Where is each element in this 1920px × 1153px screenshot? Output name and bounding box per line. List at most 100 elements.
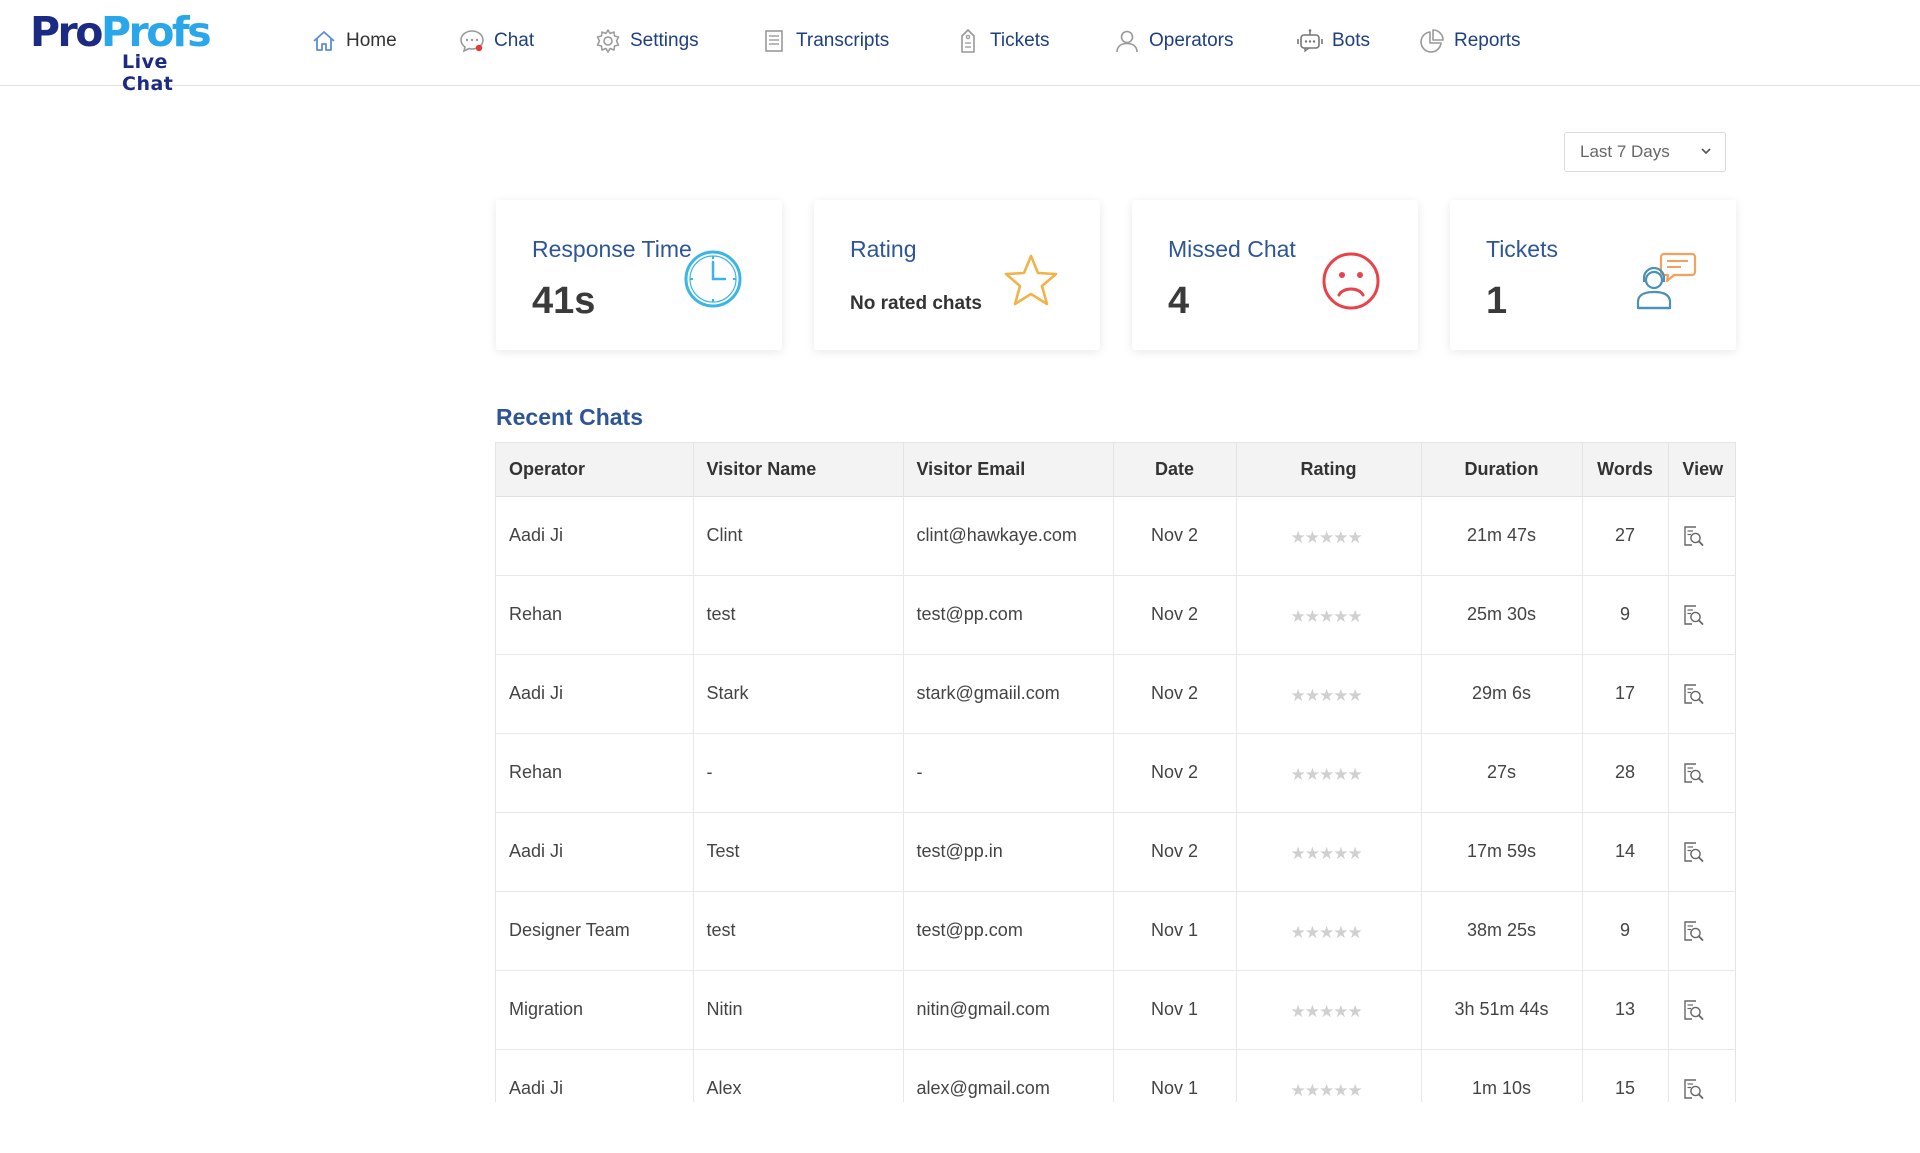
cell-words: 9 xyxy=(1582,575,1669,655)
column-header-words[interactable]: Words xyxy=(1582,443,1669,497)
table-row[interactable]: Migration Nitin nitin@gmail.com Nov 1 ★★★★★ 3… xyxy=(496,970,1735,1050)
nav-bots-label: Bots xyxy=(1332,30,1371,51)
view-transcript-icon[interactable] xyxy=(1682,841,1704,863)
cell-visitor-name: test xyxy=(693,575,904,655)
bot-icon xyxy=(1297,29,1323,53)
nav-chat-label: Chat xyxy=(494,30,535,51)
table-row[interactable]: Aadi Ji Alex alex@gmail.com Nov 1 ★★★★★ 1m 10… xyxy=(496,1049,1735,1102)
cell-words: 27 xyxy=(1582,496,1669,576)
table-row[interactable]: Aadi Ji Stark stark@gmaiil.com Nov 2 ★★★★★ 29… xyxy=(496,654,1735,734)
cell-rating: ★★★★★ xyxy=(1236,970,1422,1050)
cell-visitor-name: - xyxy=(693,733,904,813)
cell-date: Nov 2 xyxy=(1113,496,1237,576)
table-row[interactable]: Rehan - - Nov 2 ★★★★★ 27s 28 xyxy=(496,733,1735,813)
cell-words: 9 xyxy=(1582,891,1669,971)
cell-view xyxy=(1668,654,1735,734)
missed-chat-value: 4 xyxy=(1168,280,1190,322)
table-body: Aadi Ji Clint clint@hawkaye.com Nov 2 ★★★★★ 2… xyxy=(496,496,1735,1102)
logo-wordmark: ProProfs xyxy=(30,8,212,56)
view-transcript-icon[interactable] xyxy=(1682,999,1704,1021)
tickets-card: Tickets 1 xyxy=(1450,200,1736,350)
cell-visitor-email: clint@hawkaye.com xyxy=(903,496,1114,576)
chat-icon xyxy=(460,30,484,53)
cell-operator: Designer Team xyxy=(496,891,694,971)
recent-chats-table-container[interactable]: Operator Visitor Name Visitor Email Date… xyxy=(495,442,1736,1102)
table-row[interactable]: Rehan test test@pp.com Nov 2 ★★★★★ 25m 30s 9 xyxy=(496,575,1735,655)
table-header-row: Operator Visitor Name Visitor Email Date… xyxy=(496,443,1735,497)
cell-operator: Migration xyxy=(496,970,694,1050)
nav-operators[interactable]: Operators xyxy=(1113,24,1233,58)
cell-words: 17 xyxy=(1582,654,1669,734)
rating-stars: ★★★★★ xyxy=(1290,606,1363,626)
cell-visitor-name: test xyxy=(693,891,904,971)
cell-duration: 21m 47s xyxy=(1421,496,1583,576)
rating-stars: ★★★★★ xyxy=(1290,527,1363,547)
cell-rating: ★★★★★ xyxy=(1236,733,1422,813)
cell-date: Nov 1 xyxy=(1113,891,1237,971)
cell-rating: ★★★★★ xyxy=(1236,575,1422,655)
cell-words: 13 xyxy=(1582,970,1669,1050)
column-header-visitor-email[interactable]: Visitor Email xyxy=(903,443,1114,497)
top-header: ProProfs Live Chat Home Chat Settings Tr… xyxy=(0,0,1920,95)
date-range-value: Last 7 Days xyxy=(1580,142,1670,161)
cell-duration: 27s xyxy=(1421,733,1583,813)
nav-operators-label: Operators xyxy=(1149,30,1234,51)
cell-operator: Rehan xyxy=(496,733,694,813)
cell-date: Nov 2 xyxy=(1113,733,1237,813)
cell-visitor-email: - xyxy=(903,733,1114,813)
nav-tickets-label: Tickets xyxy=(990,30,1050,51)
date-range-select[interactable]: Last 7 Days xyxy=(1564,132,1726,172)
pie-chart-icon xyxy=(1420,29,1444,53)
view-transcript-icon[interactable] xyxy=(1682,683,1704,705)
cell-view xyxy=(1668,1049,1735,1102)
response-time-card: Response Time 41s xyxy=(496,200,782,350)
nav-home-label: Home xyxy=(346,30,397,51)
missed-chat-card: Missed Chat 4 xyxy=(1132,200,1418,350)
cell-visitor-email: test@pp.in xyxy=(903,812,1114,892)
view-transcript-icon[interactable] xyxy=(1682,604,1704,626)
nav-chat[interactable]: Chat xyxy=(458,24,534,58)
view-transcript-icon[interactable] xyxy=(1682,920,1704,942)
cell-duration: 1m 10s xyxy=(1421,1049,1583,1102)
view-transcript-icon[interactable] xyxy=(1682,525,1704,547)
nav-home[interactable]: Home xyxy=(310,24,397,58)
column-header-rating[interactable]: Rating xyxy=(1236,443,1422,497)
clock-icon xyxy=(684,250,742,308)
cell-operator: Aadi Ji xyxy=(496,654,694,734)
response-time-value: 41s xyxy=(532,280,596,322)
nav-transcripts-label: Transcripts xyxy=(796,30,890,51)
rating-stars: ★★★★★ xyxy=(1290,685,1363,705)
column-header-visitor-name[interactable]: Visitor Name xyxy=(693,443,904,497)
document-icon xyxy=(765,30,783,52)
rating-value: No rated chats xyxy=(850,293,982,314)
view-transcript-icon[interactable] xyxy=(1682,762,1704,784)
table-row[interactable]: Aadi Ji Test test@pp.in Nov 2 ★★★★★ 17m 59s 14 xyxy=(496,812,1735,892)
proprofs-logo[interactable]: ProProfs Live Chat xyxy=(30,8,220,95)
gear-icon xyxy=(596,29,620,53)
cell-visitor-email: stark@gmaiil.com xyxy=(903,654,1114,734)
table-row[interactable]: Designer Team test test@pp.com Nov 1 ★★★★★ 38… xyxy=(496,891,1735,971)
nav-reports[interactable]: Reports xyxy=(1418,24,1521,58)
cell-date: Nov 1 xyxy=(1113,970,1237,1050)
table-row[interactable]: Aadi Ji Clint clint@hawkaye.com Nov 2 ★★★★★ 2… xyxy=(496,496,1735,576)
nav-tickets[interactable]: Tickets xyxy=(954,24,1049,58)
cell-words: 15 xyxy=(1582,1049,1669,1102)
nav-bots[interactable]: Bots xyxy=(1296,24,1370,58)
cell-operator: Aadi Ji xyxy=(496,496,694,576)
cell-visitor-email: test@pp.com xyxy=(903,575,1114,655)
nav-settings[interactable]: Settings xyxy=(594,24,699,58)
column-header-operator[interactable]: Operator xyxy=(496,443,694,497)
recent-chats-table: Operator Visitor Name Visitor Email Date… xyxy=(496,443,1735,1102)
column-header-duration[interactable]: Duration xyxy=(1421,443,1583,497)
view-transcript-icon[interactable] xyxy=(1682,1078,1704,1100)
cell-view xyxy=(1668,891,1735,971)
tickets-value: 1 xyxy=(1486,280,1508,322)
cell-rating: ★★★★★ xyxy=(1236,1049,1422,1102)
column-header-date[interactable]: Date xyxy=(1113,443,1237,497)
cell-date: Nov 2 xyxy=(1113,575,1237,655)
logo-subtitle: Live Chat xyxy=(122,51,174,95)
tickets-title: Tickets xyxy=(1486,236,1558,262)
chevron-down-icon xyxy=(1701,148,1711,155)
nav-settings-label: Settings xyxy=(630,30,699,51)
nav-transcripts[interactable]: Transcripts xyxy=(760,24,889,58)
